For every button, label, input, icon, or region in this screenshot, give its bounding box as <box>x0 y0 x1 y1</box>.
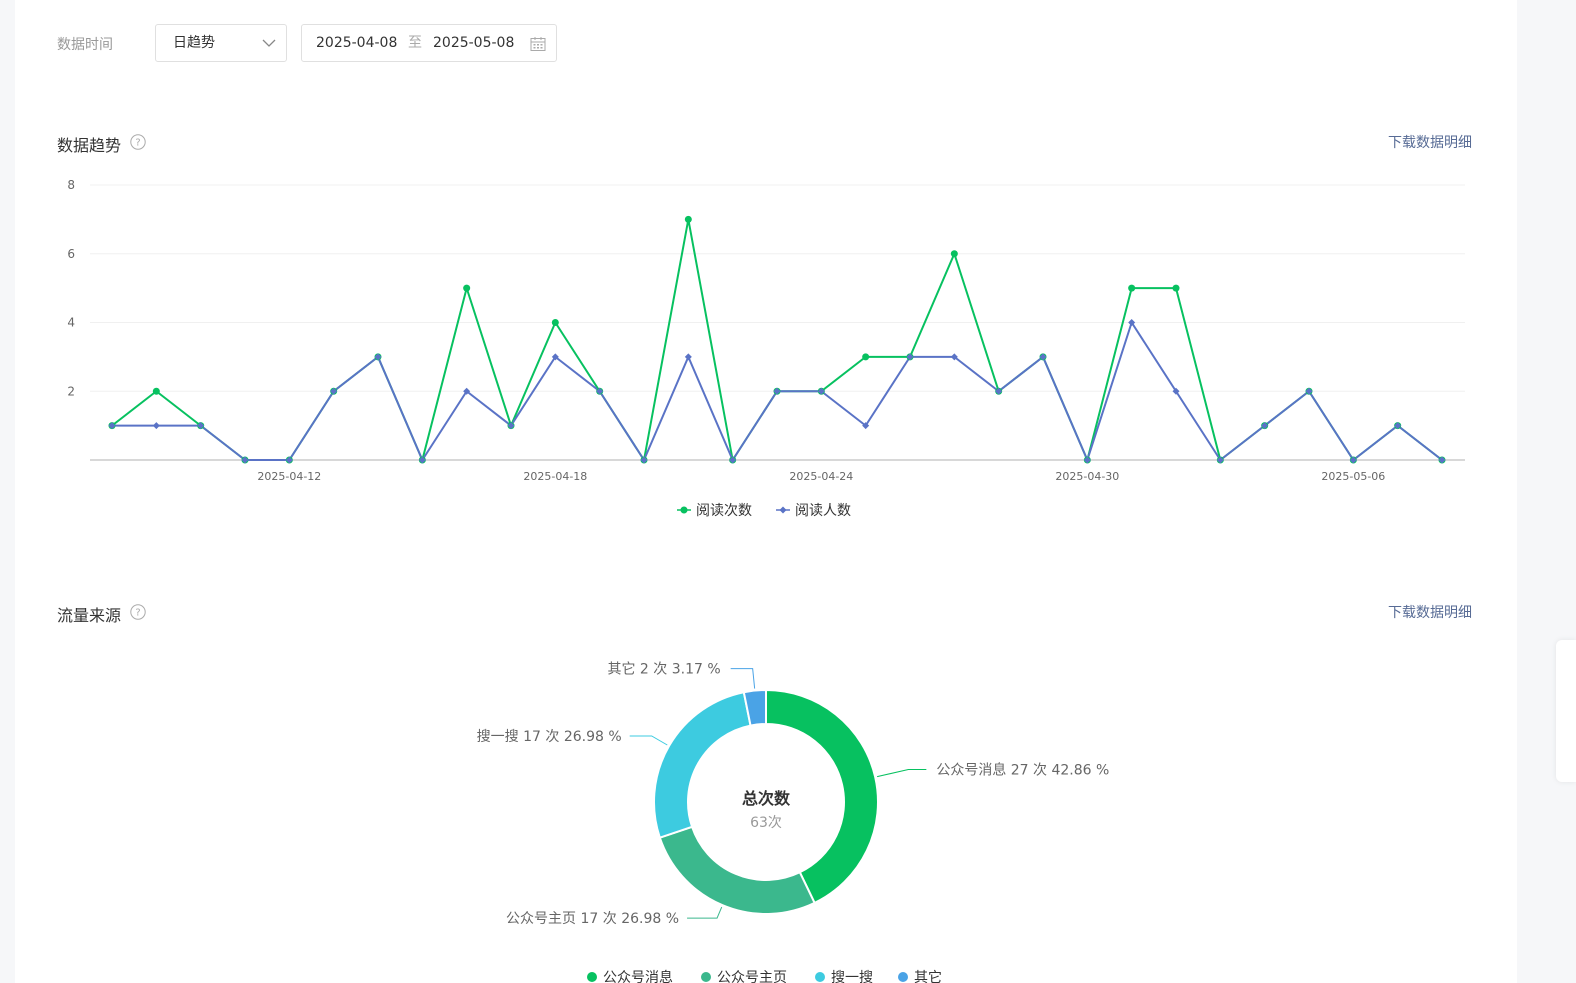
data-point <box>152 422 160 430</box>
data-point <box>1261 422 1269 430</box>
donut-slice <box>742 688 767 727</box>
data-point <box>463 387 471 395</box>
data-point <box>950 353 958 361</box>
data-point <box>197 422 205 430</box>
data-point <box>862 353 870 361</box>
data-point <box>950 250 958 258</box>
traffic-title: 流量来源 <box>57 606 122 625</box>
donut-center-value: 63次 <box>750 815 782 831</box>
legend-label: 搜一搜 <box>831 970 873 983</box>
data-time-label: 数据时间 <box>57 37 113 53</box>
traffic-download-link[interactable]: 下载数据明细 <box>1388 605 1472 621</box>
legend-label: 公众号主页 <box>717 970 787 983</box>
legend-marker <box>680 506 688 514</box>
data-point <box>817 387 825 395</box>
legend-marker <box>587 972 597 982</box>
x-tick-label: 2025-05-06 <box>1321 470 1385 483</box>
data-point <box>729 456 737 464</box>
legend-marker <box>815 972 825 982</box>
leader-line <box>730 668 756 689</box>
traffic-donut-chart: 总次数 63次 公众号消息 27 次 42.86 % 公众号主页 17 次 26.98… <box>477 661 1110 983</box>
donut-slice <box>765 688 879 905</box>
chevron-down-icon <box>262 39 276 47</box>
x-tick-label: 2025-04-18 <box>523 470 587 483</box>
slice-label: 公众号主页 17 次 26.98 % <box>506 911 679 927</box>
data-point <box>1128 284 1136 292</box>
data-point <box>684 353 692 361</box>
date-separator: 至 <box>408 35 422 51</box>
data-point <box>640 456 648 464</box>
donut-slice <box>653 691 752 839</box>
y-tick-label: 6 <box>67 247 75 261</box>
granularity-select[interactable]: 日趋势 <box>155 24 287 62</box>
legend-label: 阅读人数 <box>795 502 851 519</box>
legend-label: 阅读次数 <box>696 502 752 519</box>
y-tick-label: 2 <box>67 384 75 398</box>
data-point <box>285 456 293 464</box>
donut-center-title: 总次数 <box>742 789 791 808</box>
x-tick-label: 2025-04-24 <box>789 470 853 483</box>
data-point <box>108 422 116 430</box>
data-point <box>330 387 338 395</box>
data-point <box>1128 319 1136 326</box>
data-point <box>551 319 559 326</box>
trend-download-link[interactable]: 下载数据明细 <box>1388 135 1472 151</box>
trend-line-chart: 2 4 6 8 2025-04-12 2025-04-18 2025-04-24 2025-0… <box>67 178 1465 519</box>
side-panel-tab[interactable] <box>1556 640 1576 782</box>
data-point <box>1083 456 1091 464</box>
data-point <box>995 387 1003 395</box>
leader-line <box>629 735 668 746</box>
data-point <box>1438 456 1446 464</box>
legend-label: 其它 <box>914 969 942 983</box>
y-tick-label: 4 <box>67 316 75 330</box>
trend-title: 数据趋势 <box>57 136 122 155</box>
x-tick-label: 2025-04-12 <box>257 470 321 483</box>
legend-label: 公众号消息 <box>603 969 673 983</box>
legend-marker <box>898 972 908 982</box>
donut-slice <box>658 825 816 915</box>
data-point <box>418 456 426 464</box>
leader-line <box>877 769 927 778</box>
data-point <box>152 387 160 395</box>
leader-line <box>687 906 723 919</box>
help-icon[interactable]: ? <box>130 604 146 620</box>
date-range-picker[interactable]: 2025-04-08 至 2025-05-08 <box>301 24 557 62</box>
date-start[interactable]: 2025-04-08 <box>316 35 398 51</box>
data-point <box>1349 456 1357 464</box>
data-point <box>241 456 249 464</box>
data-point <box>906 353 914 361</box>
data-point <box>1216 456 1224 464</box>
data-point <box>1305 387 1313 395</box>
data-point <box>1172 284 1180 292</box>
data-point <box>862 422 870 430</box>
data-point <box>551 353 559 361</box>
data-point <box>374 353 382 361</box>
x-tick-label: 2025-04-30 <box>1055 470 1119 483</box>
data-point <box>463 284 471 292</box>
data-point <box>1172 387 1180 395</box>
data-point <box>684 215 692 223</box>
granularity-value: 日趋势 <box>173 35 215 51</box>
slice-label: 公众号消息 27 次 42.86 % <box>936 762 1109 779</box>
y-tick-label: 8 <box>67 178 75 192</box>
svg-text:?: ? <box>135 138 140 149</box>
legend-marker <box>701 972 711 982</box>
data-point <box>507 422 515 430</box>
data-point <box>1394 422 1402 430</box>
slice-label: 其它 2 次 3.17 % <box>607 661 720 678</box>
date-end[interactable]: 2025-05-08 <box>433 35 515 51</box>
svg-text:?: ? <box>135 608 140 619</box>
slice-label: 搜一搜 17 次 26.98 % <box>477 729 622 745</box>
data-point <box>773 387 781 395</box>
legend-marker <box>779 506 787 514</box>
content-card <box>15 0 1517 983</box>
calendar-icon[interactable] <box>530 36 546 52</box>
help-icon[interactable]: ? <box>130 134 146 150</box>
data-point <box>596 387 604 395</box>
data-point <box>1039 353 1047 361</box>
